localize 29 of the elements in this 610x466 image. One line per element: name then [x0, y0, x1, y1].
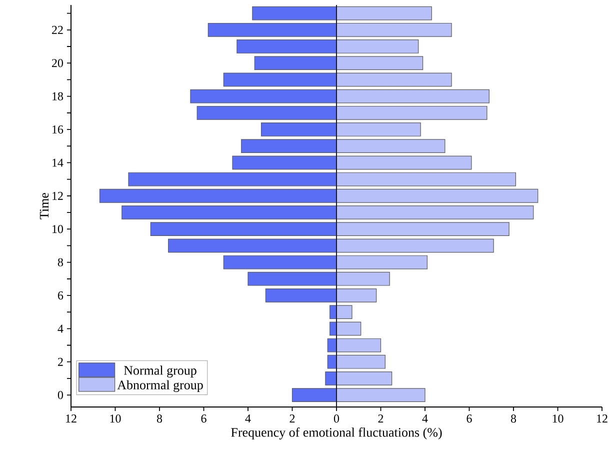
- y-tick-label: 6: [58, 291, 64, 300]
- x-tick-label: 6: [201, 414, 206, 423]
- x-tick-label: 8: [510, 414, 516, 423]
- x-tick-label: 10: [110, 414, 121, 423]
- x-tick-label: 8: [156, 414, 162, 423]
- x-tick-label: 12: [597, 414, 608, 422]
- x-tick-label: 2: [378, 414, 384, 422]
- y-tick-label: 10: [52, 225, 64, 234]
- x-tick-label: 4: [422, 414, 428, 422]
- y-tick-label: 8: [58, 258, 64, 266]
- y-tick-label: 12: [52, 192, 63, 200]
- y-tick-label: 14: [52, 158, 64, 167]
- y-tick-label: 18: [52, 92, 64, 100]
- x-tick-label: 0: [334, 414, 340, 423]
- y-tick-label: 20: [52, 59, 64, 68]
- x-tick-label: 2: [290, 414, 295, 422]
- y-tick-label: 0: [58, 391, 64, 400]
- y-axis-title: Time: [40, 192, 49, 220]
- y-tick-label: 4: [58, 324, 64, 333]
- y-tick-label: 2: [58, 358, 63, 366]
- x-tick-label: 10: [552, 414, 564, 423]
- y-tick-label: 22: [52, 26, 63, 34]
- x-tick-label: 12: [66, 414, 76, 422]
- x-tick-label: 6: [466, 414, 472, 423]
- legend-label: Normal group: [124, 366, 196, 378]
- legend-label: Abnormal group: [117, 380, 203, 392]
- x-tick-label: 4: [245, 414, 251, 422]
- y-tick-label: 16: [52, 125, 64, 134]
- x-axis-title: Frequency of emotional fluctuations (%): [231, 427, 442, 440]
